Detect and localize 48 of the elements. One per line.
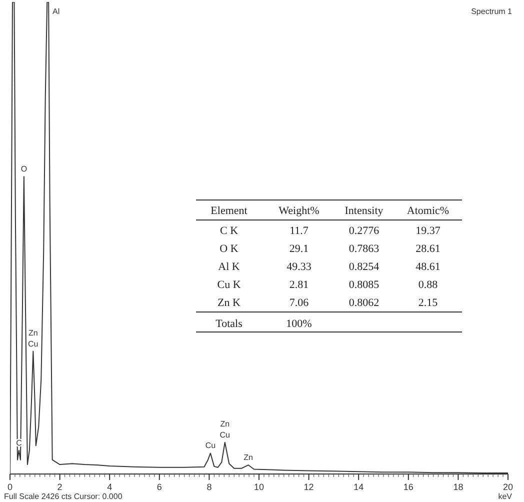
annotation: Al: [52, 7, 60, 16]
text: 19.37: [416, 225, 440, 237]
text: 0.2776: [348, 225, 380, 237]
annotation: Zn: [220, 419, 230, 428]
x-tick-label: 18: [453, 482, 464, 492]
text: 48.61: [416, 261, 440, 273]
x-tick-label: 16: [403, 482, 414, 492]
text: Element: [210, 205, 248, 217]
text: 2.81: [289, 279, 309, 291]
x-tick-label: 8: [206, 482, 212, 492]
annotation: Zn: [28, 328, 38, 338]
text: Full Scale 2426 cts Cursor: 0.000: [4, 492, 123, 501]
category-label: Atomic%: [406, 205, 450, 217]
annotation: O: [20, 164, 28, 174]
text: 11.7: [290, 225, 308, 237]
annotation: Cu: [205, 441, 216, 450]
text: 28.61: [416, 243, 440, 255]
annotation: Cu: [220, 430, 230, 440]
category-label: Weight%: [278, 205, 320, 217]
text: 0.88: [418, 279, 438, 291]
text: Spectrum 1: [471, 7, 513, 16]
category-label: Intensity: [344, 205, 384, 217]
text: 2.15: [418, 297, 438, 309]
text: 0.8254: [348, 261, 380, 273]
category-label: C K: [220, 225, 238, 237]
text: 0.7863: [348, 243, 380, 255]
category-label: Totals: [216, 318, 242, 330]
x-tick-label: 2: [57, 482, 62, 492]
text: 7.06: [289, 297, 309, 309]
x-tick-label: 20: [502, 482, 514, 492]
x-tick-label: 4: [107, 482, 112, 492]
annotation: Cu: [28, 339, 38, 348]
category-label: Al K: [218, 261, 240, 273]
text: 49.33: [286, 261, 312, 273]
x-tick-label: 6: [156, 482, 162, 492]
x-tick-label: 10: [254, 482, 264, 492]
x-tick-label: 0: [7, 482, 13, 492]
text: 100%: [286, 318, 312, 330]
text: 29.1: [289, 243, 309, 255]
category-label: O K: [220, 243, 238, 255]
text: 0.8062: [348, 297, 380, 309]
text: 0.8085: [348, 279, 380, 291]
x-tick-label: 14: [354, 482, 364, 492]
x-tick-label: 12: [304, 482, 314, 492]
category-label: Cu K: [217, 279, 241, 291]
x-axis-title: keV: [498, 492, 513, 501]
category-label: Zn K: [218, 297, 240, 309]
annotation: Zn: [244, 453, 253, 462]
